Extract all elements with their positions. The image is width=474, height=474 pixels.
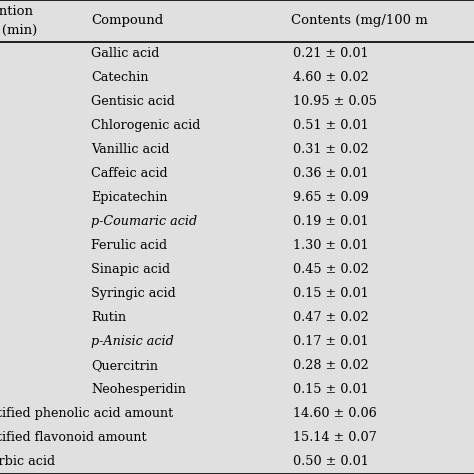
Text: Catechin: Catechin xyxy=(91,71,149,84)
Text: 0.45 ± 0.02: 0.45 ± 0.02 xyxy=(293,264,369,276)
Text: Rutin: Rutin xyxy=(91,311,127,324)
Text: 15.14 ± 0.07: 15.14 ± 0.07 xyxy=(293,431,377,445)
Text: 0.51 ± 0.01: 0.51 ± 0.01 xyxy=(293,119,369,132)
Text: Identified phenolic acid amount: Identified phenolic acid amount xyxy=(0,408,173,420)
Text: Epicatechin: Epicatechin xyxy=(91,191,168,204)
Text: Ascorbic acid: Ascorbic acid xyxy=(0,456,55,468)
Text: 0.15 ± 0.01: 0.15 ± 0.01 xyxy=(293,287,369,301)
Text: Syringic acid: Syringic acid xyxy=(91,287,176,301)
Text: Ferulic acid: Ferulic acid xyxy=(91,239,168,252)
Text: Compound: Compound xyxy=(91,14,164,27)
Text: 0.28 ± 0.02: 0.28 ± 0.02 xyxy=(293,359,369,373)
Text: Neohesperidin: Neohesperidin xyxy=(91,383,186,396)
Text: 0.21 ± 0.01: 0.21 ± 0.01 xyxy=(293,47,368,60)
Text: 0.36 ± 0.01: 0.36 ± 0.01 xyxy=(293,167,369,180)
Text: p-Anisic acid: p-Anisic acid xyxy=(91,336,174,348)
Text: Gallic acid: Gallic acid xyxy=(91,47,160,60)
Text: 4.60 ± 0.02: 4.60 ± 0.02 xyxy=(293,71,369,84)
Text: Sinapic acid: Sinapic acid xyxy=(91,264,171,276)
Text: Identified flavonoid amount: Identified flavonoid amount xyxy=(0,431,147,445)
Text: 0.50 ± 0.01: 0.50 ± 0.01 xyxy=(293,456,369,468)
Text: 0.47 ± 0.02: 0.47 ± 0.02 xyxy=(293,311,369,324)
Text: 9.65 ± 0.09: 9.65 ± 0.09 xyxy=(293,191,369,204)
Text: time (min): time (min) xyxy=(0,24,37,36)
Text: Quercitrin: Quercitrin xyxy=(91,359,158,373)
Text: 0.19 ± 0.01: 0.19 ± 0.01 xyxy=(293,215,368,228)
Text: Gentisic acid: Gentisic acid xyxy=(91,95,175,108)
Text: Vanillic acid: Vanillic acid xyxy=(91,143,170,156)
Text: 14.60 ± 0.06: 14.60 ± 0.06 xyxy=(293,408,377,420)
Text: Caffeic acid: Caffeic acid xyxy=(91,167,168,180)
Text: 1.30 ± 0.01: 1.30 ± 0.01 xyxy=(293,239,368,252)
Text: 0.17 ± 0.01: 0.17 ± 0.01 xyxy=(293,336,368,348)
Text: Retention: Retention xyxy=(0,5,33,18)
Text: 10.95 ± 0.05: 10.95 ± 0.05 xyxy=(293,95,377,108)
Text: Contents (mg/100 m: Contents (mg/100 m xyxy=(291,14,428,27)
Text: Chlorogenic acid: Chlorogenic acid xyxy=(91,119,201,132)
Text: 0.15 ± 0.01: 0.15 ± 0.01 xyxy=(293,383,369,396)
Text: p-Coumaric acid: p-Coumaric acid xyxy=(91,215,198,228)
Text: 0.31 ± 0.02: 0.31 ± 0.02 xyxy=(293,143,369,156)
